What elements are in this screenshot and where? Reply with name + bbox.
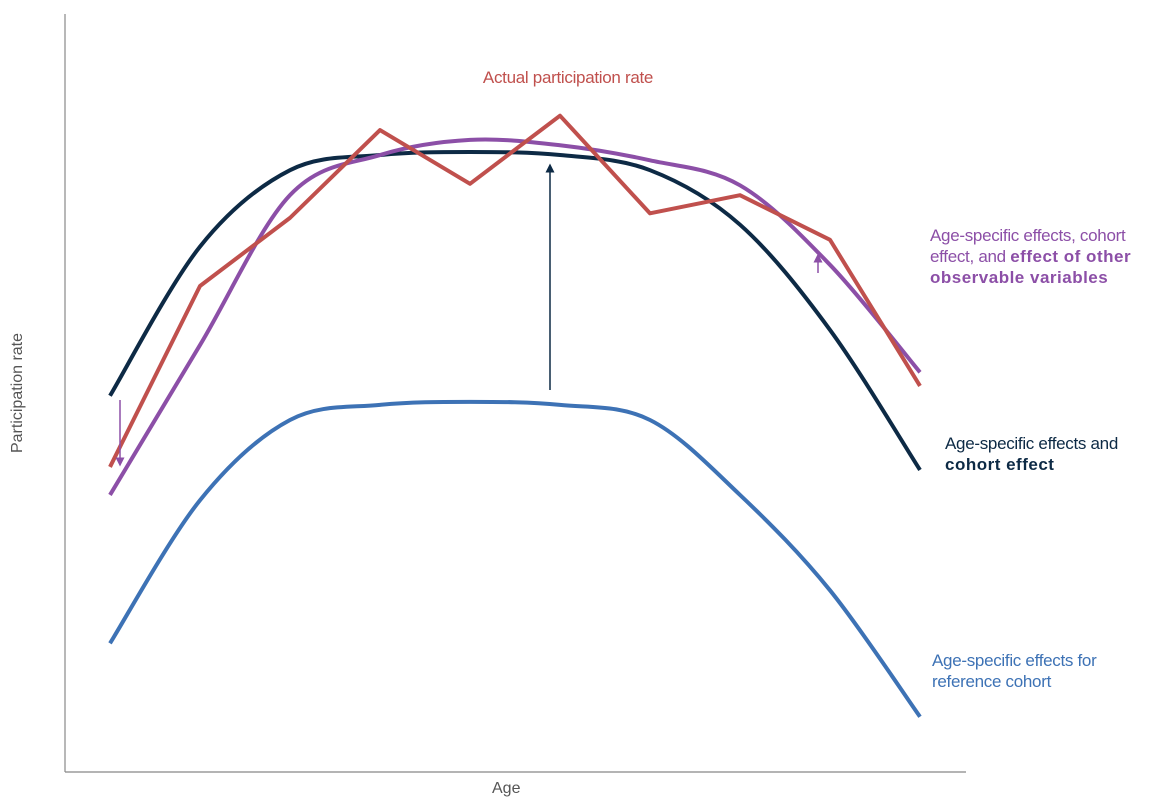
y-axis-title: Participation rate bbox=[9, 332, 26, 454]
x-axis-title: Age bbox=[492, 780, 521, 797]
series-line bbox=[108, 150, 922, 472]
series-label-part: effect of other observable variables bbox=[930, 247, 1132, 287]
series-label-part: Age-specific effects and bbox=[945, 434, 1118, 453]
series-label-part: Age-specific effects, cohort effect, and bbox=[930, 226, 1126, 266]
series-line bbox=[108, 113, 922, 468]
series-label: Age-specific effects for reference cohor… bbox=[932, 650, 1162, 692]
series-label-part: cohort effect bbox=[945, 455, 1055, 474]
series-label-part: Actual participation rate bbox=[482, 68, 654, 87]
series-label: Actual participation rate bbox=[418, 67, 718, 88]
series-label: Age-specific effects, cohort effect, and… bbox=[930, 225, 1165, 288]
series-label-part: Age-specific effects for reference cohor… bbox=[932, 651, 1097, 691]
series-line bbox=[108, 137, 922, 496]
series-line bbox=[108, 399, 922, 718]
series-label: Age-specific effects and cohort effect bbox=[945, 433, 1130, 475]
